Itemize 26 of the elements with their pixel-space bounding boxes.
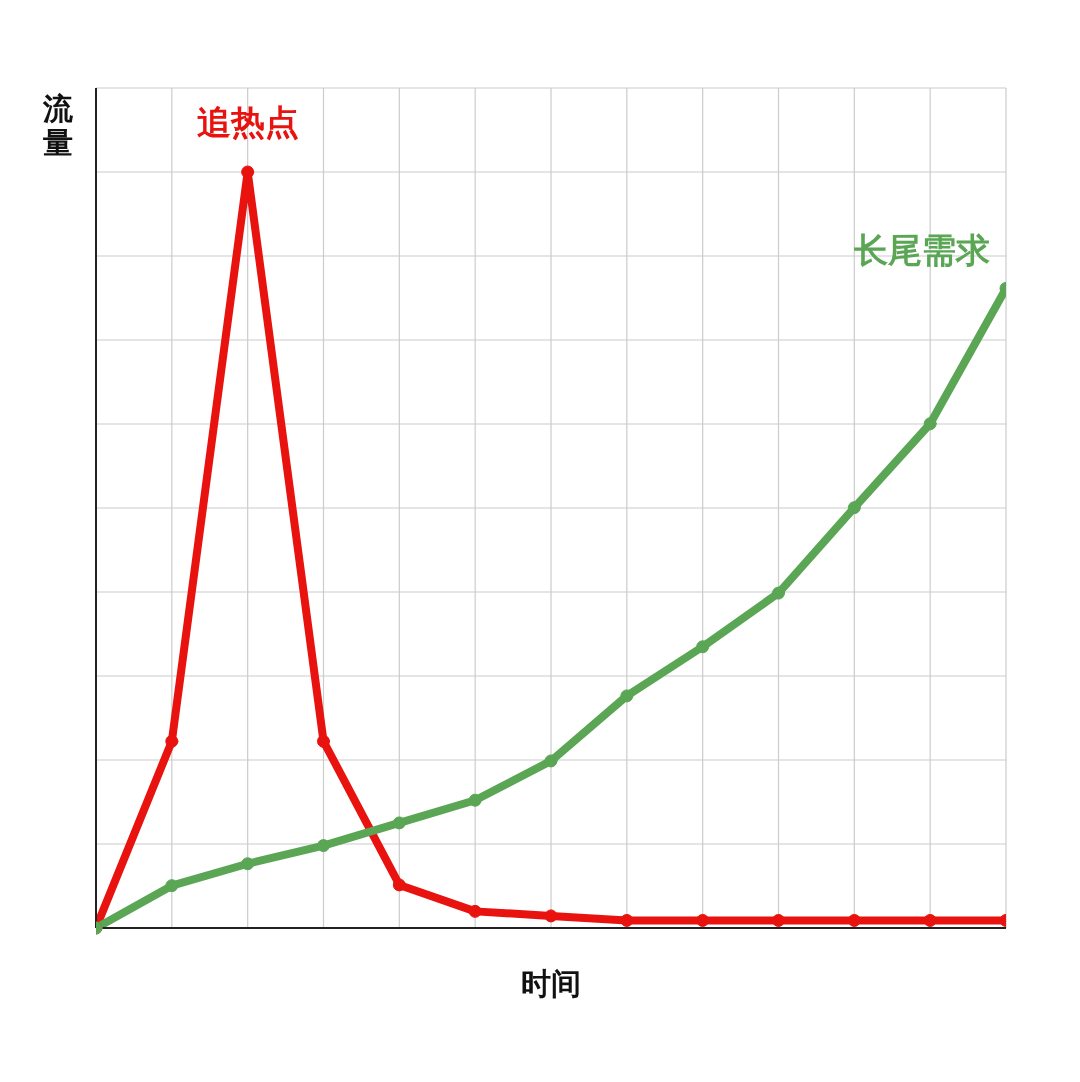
point: [392, 878, 406, 892]
point: [772, 586, 785, 600]
point: [544, 909, 558, 923]
point: [847, 913, 861, 927]
point: [620, 913, 634, 927]
point: [696, 640, 710, 654]
point: [620, 689, 634, 703]
point: [772, 913, 785, 927]
point: [544, 754, 558, 768]
point: [923, 417, 937, 431]
point: [392, 816, 406, 830]
y-axis-title: 流量: [42, 91, 74, 160]
point: [317, 734, 330, 748]
point: [317, 839, 330, 853]
point: [165, 879, 179, 893]
x-axis-title: 时间: [521, 966, 581, 1001]
point: [847, 501, 861, 515]
series-label: 追热点: [196, 102, 299, 142]
point: [696, 913, 710, 927]
point: [468, 793, 482, 807]
point: [241, 165, 255, 179]
point: [165, 734, 179, 748]
point: [923, 913, 937, 927]
point: [468, 904, 482, 918]
series-label: 长尾需求: [853, 230, 990, 271]
point: [241, 857, 255, 871]
